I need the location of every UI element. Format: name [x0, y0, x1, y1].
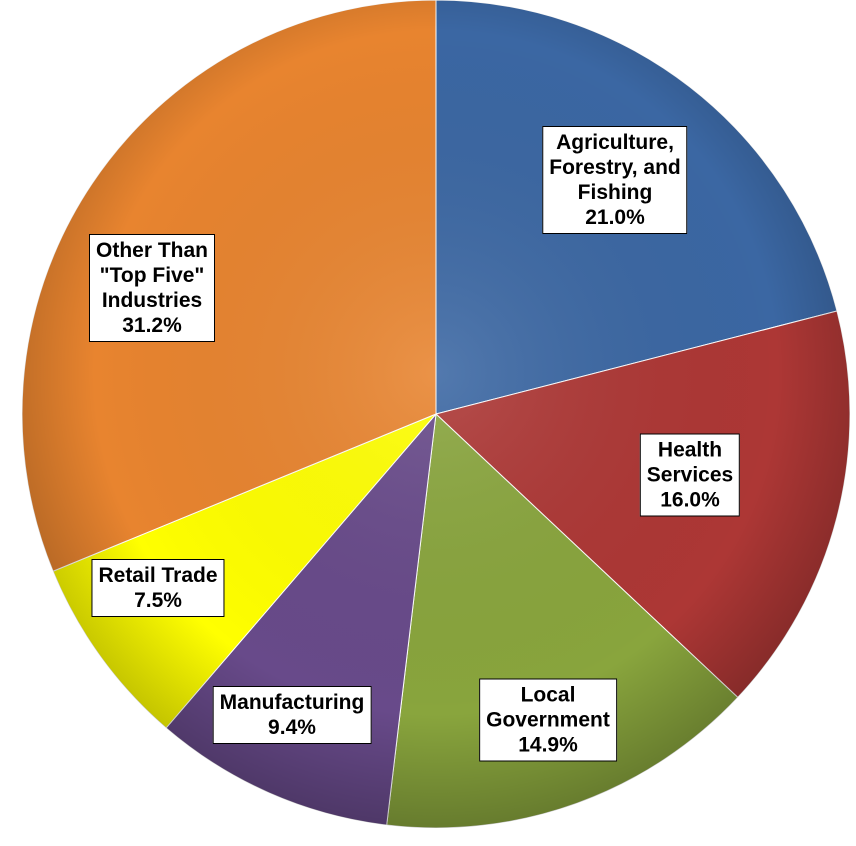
value-label: 21.0% — [585, 206, 645, 229]
category-label: Manufacturing — [219, 691, 365, 714]
category-label: Retail Trade — [98, 564, 218, 587]
value-label: 16.0% — [660, 488, 720, 512]
category-label: Local Government — [486, 683, 610, 732]
pie — [21, 0, 851, 829]
slice-label: Health Services 16.0% — [639, 433, 741, 517]
value-label: 31.2% — [122, 314, 182, 337]
category-label: Agriculture, Forestry, and Fishing — [549, 131, 681, 204]
category-label: Health Services — [646, 438, 734, 487]
slice-label: Manufacturing 9.4% — [212, 686, 372, 744]
slice-label: Other Than "Top Five" Industries 31.2% — [88, 234, 216, 342]
value-label: 14.9% — [518, 733, 578, 757]
slice-label: Retail Trade 7.5% — [91, 559, 225, 617]
value-label: 7.5% — [134, 589, 182, 612]
slice-label: Local Government 14.9% — [479, 678, 617, 762]
slice-label: Agriculture, Forestry, and Fishing 21.0% — [542, 126, 688, 234]
value-label: 9.4% — [268, 716, 316, 739]
category-label: Other Than "Top Five" Industries — [95, 239, 209, 312]
